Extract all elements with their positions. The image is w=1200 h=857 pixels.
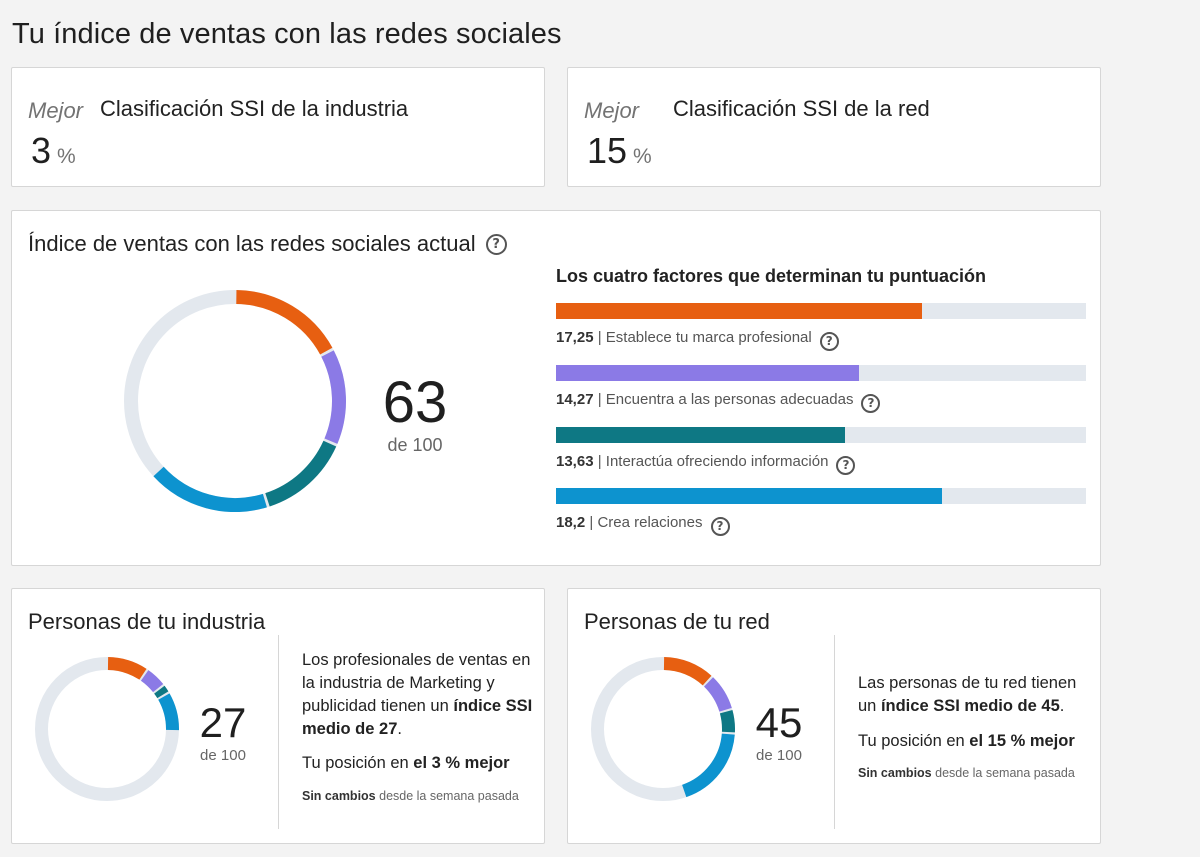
industry-title: Personas de tu industria <box>28 609 266 634</box>
divider <box>278 635 279 829</box>
network-desc-end: . <box>1059 697 1065 715</box>
rank-network-unit: % <box>633 145 652 168</box>
factor-brand-track <box>556 303 1086 319</box>
help-icon[interactable]: ? <box>819 332 839 351</box>
rank-network-title: Clasificación SSI de la red <box>673 96 930 121</box>
rank-industry-better: Mejor <box>28 98 84 123</box>
ssi-donut-segment-brand <box>236 290 333 355</box>
network-donut-segment-insights <box>719 710 735 733</box>
rank-network-value: 15% <box>587 130 652 172</box>
factor-insights-value: 13,63 <box>556 453 594 470</box>
ssi-donut-segment-relationships <box>153 466 267 512</box>
factor-people-bar <box>556 365 859 381</box>
network-note-bold: Sin cambios <box>858 766 932 780</box>
rank-industry-unit: % <box>57 145 76 168</box>
ssi-score-max: de 100 <box>387 435 443 455</box>
industry-donut-segment-brand <box>107 657 147 680</box>
factor-people-value: 14,27 <box>556 391 594 408</box>
network-donut-segment-people <box>703 677 732 712</box>
industry-note-text: desde la semana pasada <box>375 789 519 803</box>
rank-industry-card: Mejor 3% Clasificación SSI de la industr… <box>11 67 545 187</box>
network-donut-segment-brand <box>663 657 712 686</box>
help-icon[interactable]: ? <box>836 456 856 475</box>
network-donut-chart <box>591 657 735 801</box>
factor-insights-label: 13,63 | Interactúa ofreciendo informació… <box>556 453 1086 475</box>
network-title: Personas de tu red <box>584 609 770 634</box>
factor-brand-text: Establece tu marca profesional <box>605 329 812 346</box>
industry-donut-segment-relationships <box>158 693 179 731</box>
network-description: Las personas de tu red tienen un índice … <box>858 672 1090 718</box>
factor-people: 14,27 | Encuentra a las personas adecuad… <box>556 365 1086 413</box>
factor-relationships-label: 18,2 | Crea relaciones? <box>556 514 1086 536</box>
ssi-title: Índice de ventas con las redes sociales … <box>28 231 507 257</box>
factor-brand-bar <box>556 303 922 319</box>
industry-card: Personas de tu industria 27 de 100 Los p… <box>11 588 545 844</box>
network-note-text: desde la semana pasada <box>931 766 1075 780</box>
factor-brand-value: 17,25 <box>556 329 594 346</box>
industry-donut-segment-people <box>140 670 164 693</box>
ssi-donut-segment-people <box>321 350 346 444</box>
network-donut-segment-relationships <box>681 733 735 798</box>
factor-relationships-text: Crea relaciones <box>597 514 703 531</box>
rank-industry-title: Clasificación SSI de la industria <box>100 96 409 121</box>
industry-donut-chart <box>35 657 179 801</box>
factor-brand-label: 17,25 | Establece tu marca profesional? <box>556 329 1086 351</box>
industry-desc-text: Los profesionales de ventas en la indust… <box>302 651 531 715</box>
network-score: 45 <box>755 699 803 746</box>
network-score-max: de 100 <box>756 747 802 764</box>
industry-description: Los profesionales de ventas en la indust… <box>302 649 534 741</box>
help-icon[interactable]: ? <box>485 234 507 255</box>
factor-relationships-track <box>556 488 1086 504</box>
factor-relationships-value: 18,2 <box>556 514 586 531</box>
factor-insights: 13,63 | Interactúa ofreciendo informació… <box>556 427 1086 475</box>
ssi-title-text: Índice de ventas con las redes sociales … <box>28 231 476 256</box>
industry-score: 27 <box>199 699 247 746</box>
ssi-card: Índice de ventas con las redes sociales … <box>11 210 1101 566</box>
industry-donut-segment-insights <box>154 685 169 699</box>
factors-title: Los cuatro factores que determinan tu pu… <box>556 266 987 286</box>
factor-relationships: 18,2 | Crea relaciones? <box>556 488 1086 536</box>
factor-insights-track <box>556 427 1086 443</box>
factor-brand: 17,25 | Establece tu marca profesional? <box>556 303 1086 351</box>
help-icon[interactable]: ? <box>861 394 881 413</box>
industry-position-text: Tu posición en <box>302 754 414 772</box>
factor-people-text: Encuentra a las personas adecuadas <box>605 391 854 408</box>
rank-network-better: Mejor <box>584 98 640 123</box>
industry-change-note: Sin cambios desde la semana pasada <box>302 789 519 803</box>
network-position-highlight: el 15 % mejor <box>969 732 1075 750</box>
divider <box>834 635 835 829</box>
industry-desc-highlight: índice SSI medio de 27 <box>302 697 533 738</box>
page-title: Tu índice de ventas con las redes social… <box>12 18 562 50</box>
industry-score-max: de 100 <box>200 747 246 764</box>
industry-position: Tu posición en el 3 % mejor <box>302 752 534 775</box>
factor-people-label: 14,27 | Encuentra a las personas adecuad… <box>556 391 1086 413</box>
network-change-note: Sin cambios desde la semana pasada <box>858 766 1075 780</box>
network-position-text: Tu posición en <box>858 732 970 750</box>
ssi-score: 63 <box>382 370 448 435</box>
factor-people-track <box>556 365 1086 381</box>
network-card: Personas de tu red 45 de 100 Las persona… <box>567 588 1101 844</box>
factor-insights-bar <box>556 427 845 443</box>
ssi-donut-chart <box>124 290 346 512</box>
factor-relationships-bar <box>556 488 942 504</box>
network-desc-highlight: índice SSI medio de 45 <box>880 697 1060 715</box>
ssi-donut-segment-insights <box>265 440 337 507</box>
rank-industry-value: 3% <box>31 130 76 172</box>
rank-network-number: 15 <box>587 130 628 171</box>
help-icon[interactable]: ? <box>710 517 730 536</box>
rank-industry-number: 3 <box>31 130 52 171</box>
industry-note-bold: Sin cambios <box>302 789 376 803</box>
factor-insights-text: Interactúa ofreciendo información <box>605 453 829 470</box>
industry-desc-end: . <box>397 720 402 738</box>
network-desc-text: Las personas de tu red tienen un <box>858 674 1077 715</box>
industry-position-highlight: el 3 % mejor <box>413 754 510 772</box>
network-position: Tu posición en el 15 % mejor <box>858 730 1090 753</box>
rank-network-card: Mejor 15% Clasificación SSI de la red <box>567 67 1101 187</box>
